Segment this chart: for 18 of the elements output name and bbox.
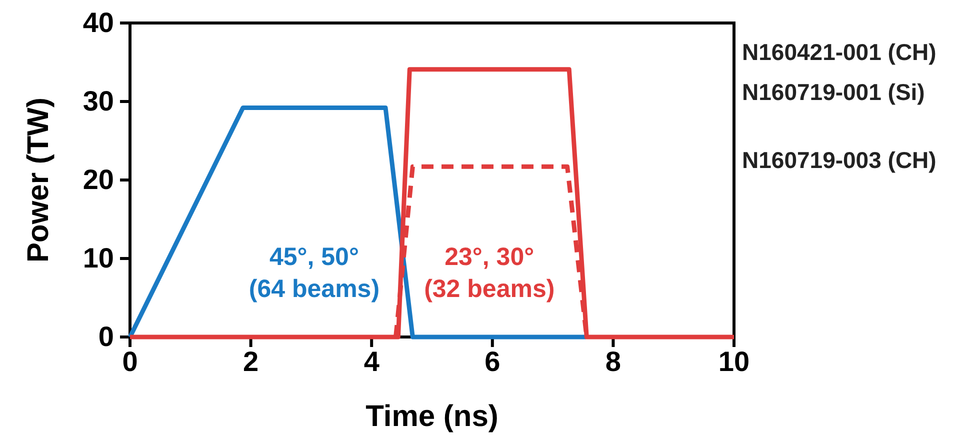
y-tick-label: 20: [82, 164, 114, 195]
text: N160719-001 (Si): [742, 79, 925, 105]
y-tick-label: 10: [82, 242, 114, 274]
text: N160421-001 (CH): [742, 39, 936, 65]
x-tick-label: 6: [484, 346, 500, 377]
x-tick-label: 0: [122, 346, 138, 377]
x-axis-title: Time (ns): [366, 400, 498, 433]
x-tick-label: 2: [243, 346, 259, 377]
y-tick-label: 40: [82, 6, 114, 38]
x-tick-label: 4: [364, 346, 380, 377]
series-label: 45°, 50° (64 beams): [248, 243, 380, 303]
x-tick-label: 10: [718, 346, 750, 377]
y-tick-label: 30: [82, 85, 114, 116]
y-axis-title: Power (TW): [22, 98, 55, 262]
y-tick-label: 0: [98, 320, 114, 352]
series-label: 23°, 30° (32 beams): [424, 243, 555, 303]
x-tick-label: 8: [605, 346, 621, 377]
text: N160719-003 (CH): [742, 147, 936, 173]
